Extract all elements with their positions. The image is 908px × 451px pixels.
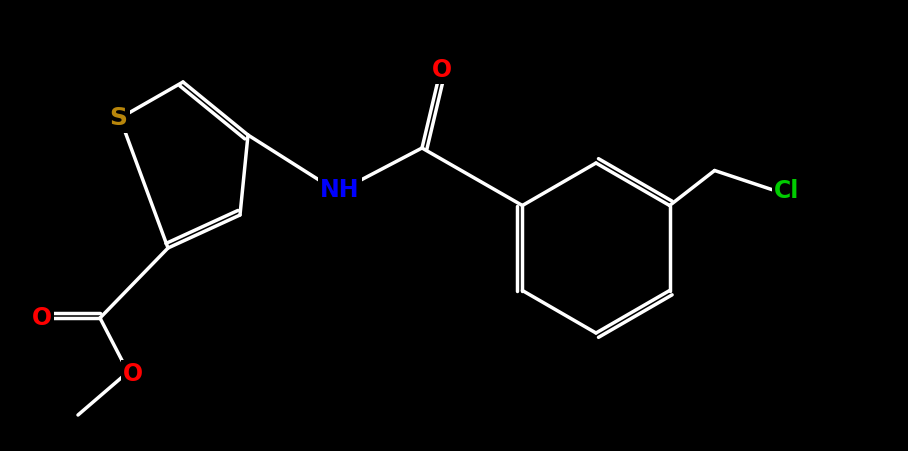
Text: Cl: Cl — [774, 179, 799, 202]
Text: NH: NH — [321, 178, 360, 202]
Text: S: S — [109, 106, 127, 130]
Text: O: O — [32, 306, 52, 330]
Text: O: O — [432, 58, 452, 82]
Text: O: O — [123, 362, 143, 386]
